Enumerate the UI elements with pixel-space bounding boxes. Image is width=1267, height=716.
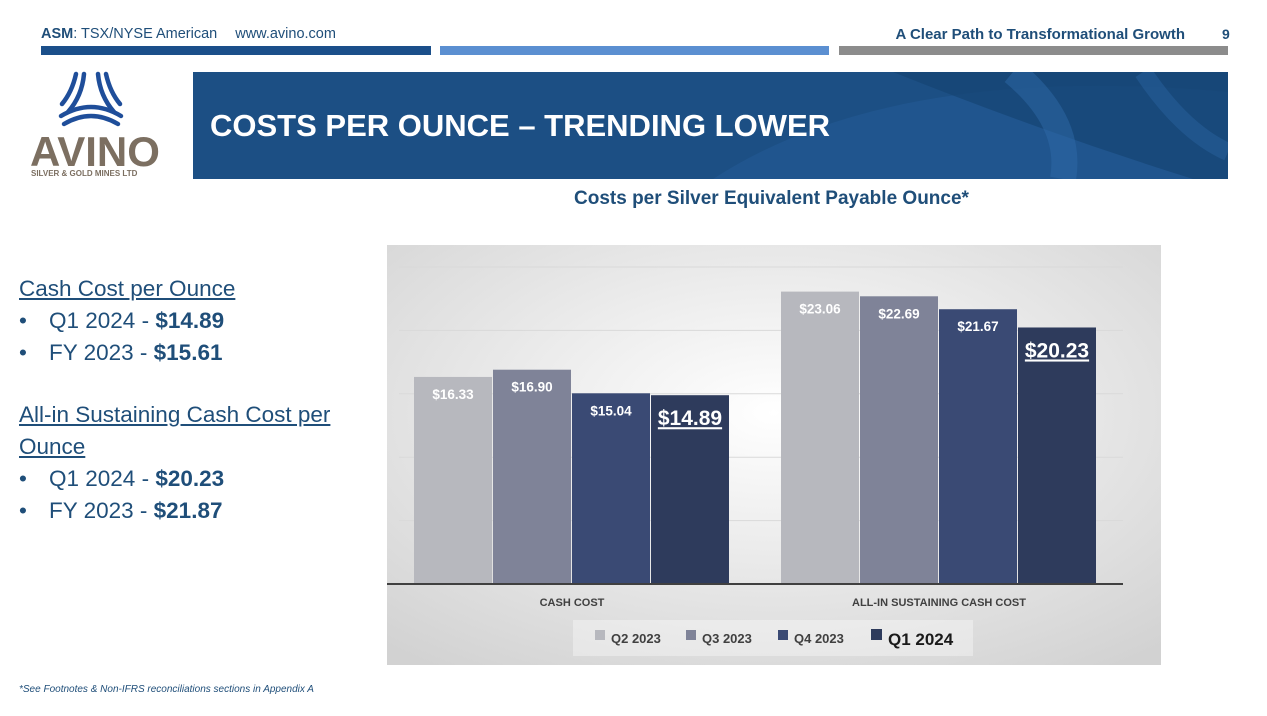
- data-label: $22.69: [878, 306, 919, 321]
- x-tick-label: CASH COST: [540, 597, 605, 609]
- item-label: FY 2023 -: [49, 498, 154, 523]
- item-label: Q1 2024 -: [49, 308, 156, 333]
- item-value: $15.61: [153, 340, 223, 365]
- bar-q2-2023-aisc: [781, 291, 859, 584]
- legend-swatch: [686, 630, 696, 640]
- legend-swatch: [871, 629, 882, 640]
- bar-q2-2023-cash-cost: [414, 376, 492, 584]
- data-label: $15.04: [590, 403, 632, 418]
- summary-panel: Cash Cost per Ounce Q1 2024 - $14.89 FY …: [19, 273, 369, 527]
- bar-q3-2023-aisc: [860, 296, 938, 584]
- item-value: $20.23: [155, 466, 225, 491]
- legend-label: Q3 2023: [702, 631, 752, 646]
- logo-name: AVINO: [30, 128, 160, 175]
- aisc-item-fy: FY 2023 - $21.87: [19, 495, 369, 527]
- item-value: $21.87: [153, 498, 223, 523]
- aisc-item-q1: Q1 2024 - $20.23: [19, 463, 369, 495]
- footnote: *See Footnotes & Non-IFRS reconciliation…: [19, 684, 314, 695]
- legend-swatch: [778, 630, 788, 640]
- ticker-label: ASM: [41, 26, 74, 42]
- cash-cost-heading: Cash Cost per Ounce: [19, 276, 236, 301]
- aisc-heading-line2: Ounce: [19, 434, 86, 459]
- cash-cost-item-q1: Q1 2024 - $14.89: [19, 305, 369, 337]
- data-label: $16.33: [432, 387, 474, 402]
- bar-q1-2024-cash-cost: [651, 395, 729, 584]
- banner-swirl-decoration: [713, 72, 1228, 179]
- item-value: $14.89: [155, 308, 225, 333]
- title-banner: COSTS PER OUNCE – TRENDING LOWER: [193, 72, 1228, 179]
- data-label: $23.06: [799, 302, 841, 317]
- chart-canvas: $16.33 $16.90 $15.04 $14.89 $23.06 $22.69 $21.…: [387, 245, 1161, 665]
- aisc-heading-line1: All-in Sustaining Cash Cost per: [19, 402, 331, 427]
- legend-label: Q2 2023: [611, 631, 661, 646]
- header-strip-gray: [839, 46, 1228, 55]
- bar-q3-2023-cash-cost: [493, 369, 571, 584]
- page-title: COSTS PER OUNCE – TRENDING LOWER: [210, 108, 831, 143]
- item-label: FY 2023 -: [49, 340, 154, 365]
- legend-label: Q4 2023: [794, 631, 844, 646]
- bar-chart: $16.33 $16.90 $15.04 $14.89 $23.06 $22.69 $21.…: [387, 245, 1161, 665]
- website-link[interactable]: www.avino.com: [235, 26, 336, 42]
- legend-background: [573, 620, 973, 656]
- page-number: 9: [1222, 26, 1230, 42]
- bar-q4-2023-cash-cost: [572, 393, 650, 584]
- legend-swatch: [595, 630, 605, 640]
- chart-title: Costs per Silver Equivalent Payable Ounc…: [574, 188, 969, 209]
- bar-q4-2023-aisc: [939, 309, 1017, 584]
- header-strip-light: [440, 46, 829, 55]
- data-label: $21.67: [957, 319, 998, 334]
- x-tick-label: ALL-IN SUSTAINING CASH COST: [852, 597, 1026, 609]
- data-label: $20.23: [1025, 339, 1089, 362]
- ticker-exchanges: : TSX/NYSE American: [73, 26, 218, 42]
- tagline: A Clear Path to Transformational Growth: [895, 26, 1185, 43]
- data-label: $16.90: [511, 380, 552, 395]
- cash-cost-item-fy: FY 2023 - $15.61: [19, 337, 369, 369]
- ticker-line: ASM: TSX/NYSE American www.avino.com: [41, 26, 336, 42]
- item-label: Q1 2024 -: [49, 466, 156, 491]
- bar-q1-2024-aisc: [1018, 327, 1096, 584]
- legend-label: Q1 2024: [888, 630, 954, 649]
- header-strip-dark: [41, 46, 431, 55]
- logo-subtitle: SILVER & GOLD MINES LTD: [31, 169, 138, 178]
- data-label: $14.89: [658, 407, 722, 430]
- avino-logo-icon: [58, 71, 124, 127]
